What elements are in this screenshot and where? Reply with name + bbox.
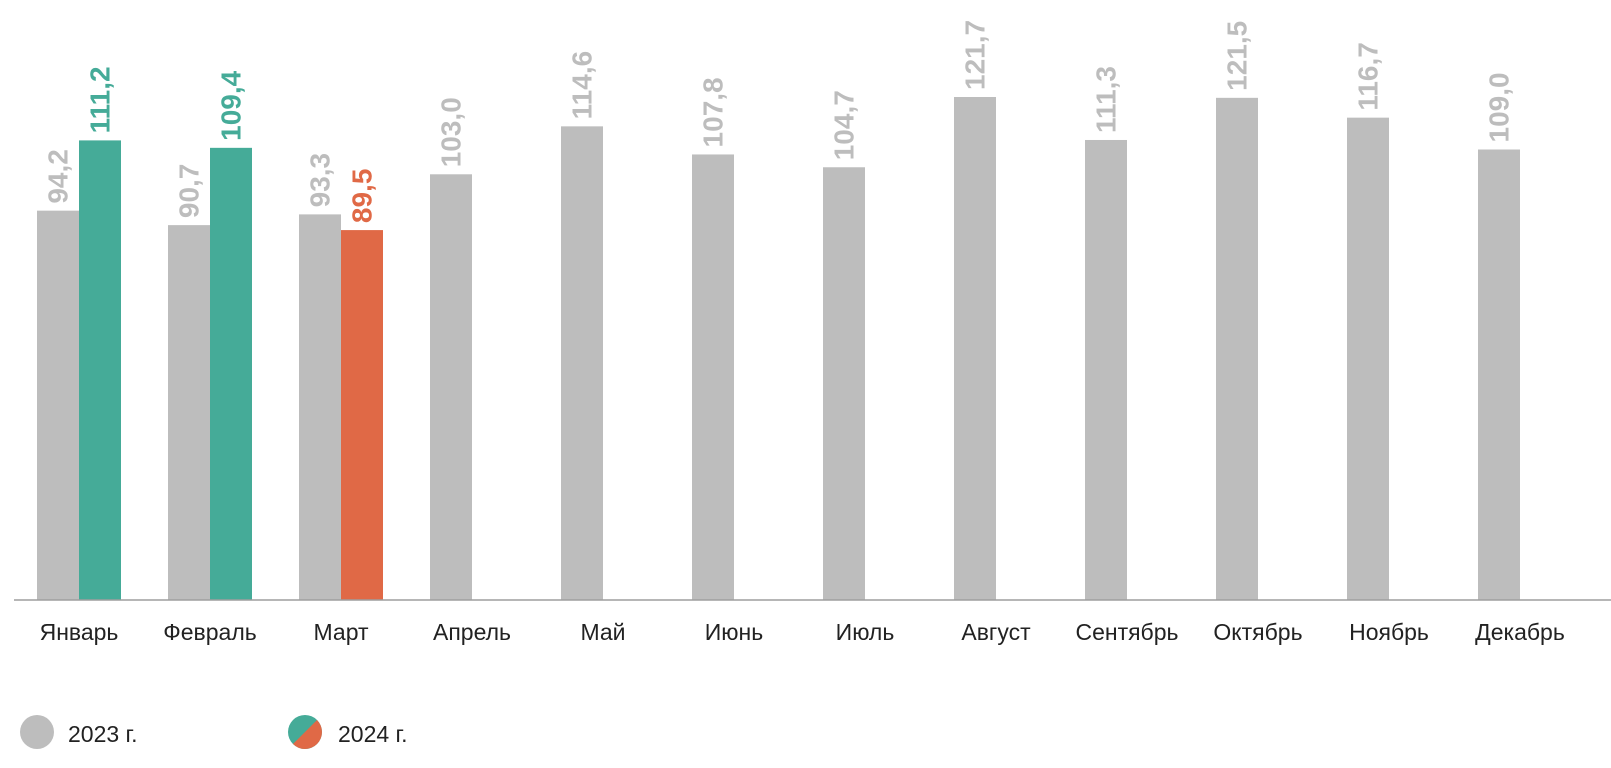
month-label-9: Сентябрь <box>1075 619 1178 645</box>
bar-2024-3 <box>341 230 383 600</box>
month-label-7: Июль <box>836 619 895 645</box>
legend-marker-2023 <box>20 715 54 749</box>
value-label-2023-5: 114,6 <box>567 51 598 120</box>
month-label-3: Март <box>313 619 368 645</box>
bar-2023-6 <box>692 154 734 600</box>
value-label-2023-9: 111,3 <box>1091 66 1122 133</box>
month-label-6: Июнь <box>705 619 763 645</box>
value-label-2023-6: 107,8 <box>698 77 729 147</box>
month-label-12: Декабрь <box>1475 619 1565 645</box>
bar-2024-2 <box>210 147 252 600</box>
bar-2023-9 <box>1085 139 1127 601</box>
value-label-2023-12: 109,0 <box>1484 72 1515 142</box>
month-label-2: Февраль <box>163 619 256 645</box>
bar-2024-1 <box>79 140 121 600</box>
value-label-2023-3: 93,3 <box>305 153 336 208</box>
value-label-2024-1: 111,2 <box>85 66 116 133</box>
legend-marker-2024 <box>288 715 322 749</box>
value-label-2023-7: 104,7 <box>829 90 860 160</box>
bar-2023-1 <box>37 210 79 600</box>
month-label-10: Октябрь <box>1213 619 1302 645</box>
value-label-2024-2: 109,4 <box>216 70 247 140</box>
value-label-2023-4: 103,0 <box>436 97 467 167</box>
value-label-2023-2: 90,7 <box>174 164 205 219</box>
month-label-1: Январь <box>40 619 119 645</box>
bar-2023-12 <box>1478 149 1520 601</box>
value-label-2023-11: 116,7 <box>1353 42 1384 111</box>
legend-label-2023: 2023 г. <box>68 721 138 747</box>
bar-2023-10 <box>1216 97 1258 600</box>
month-label-11: Ноябрь <box>1349 619 1429 645</box>
month-label-8: Август <box>961 619 1031 645</box>
bar-2023-11 <box>1347 117 1389 600</box>
month-label-5: Май <box>580 619 625 645</box>
bar-2023-4 <box>430 174 472 600</box>
month-label-4: Апрель <box>433 619 511 645</box>
x-axis-labels: Январь Февраль Март Апрель Май Июнь Июль Август… <box>40 619 1565 645</box>
bar-2023-8 <box>954 97 996 600</box>
value-label-2023-10: 121,5 <box>1222 21 1253 91</box>
value-label-2024-3: 89,5 <box>347 169 378 224</box>
value-label-2023-8: 121,7 <box>960 20 991 90</box>
bars-group: 94,2 111,2 90,7 109,4 93,3 89,5 103,0 114,6 107,… <box>37 20 1520 601</box>
bar-2023-2 <box>168 225 210 601</box>
bar-2023-5 <box>561 126 603 601</box>
bar-2023-3 <box>299 214 341 601</box>
legend-label-2024: 2024 г. <box>338 721 408 747</box>
legend: 2023 г. 2024 г. <box>20 715 408 749</box>
value-label-2023-1: 94,2 <box>43 149 74 204</box>
bar-2023-7 <box>823 167 865 600</box>
